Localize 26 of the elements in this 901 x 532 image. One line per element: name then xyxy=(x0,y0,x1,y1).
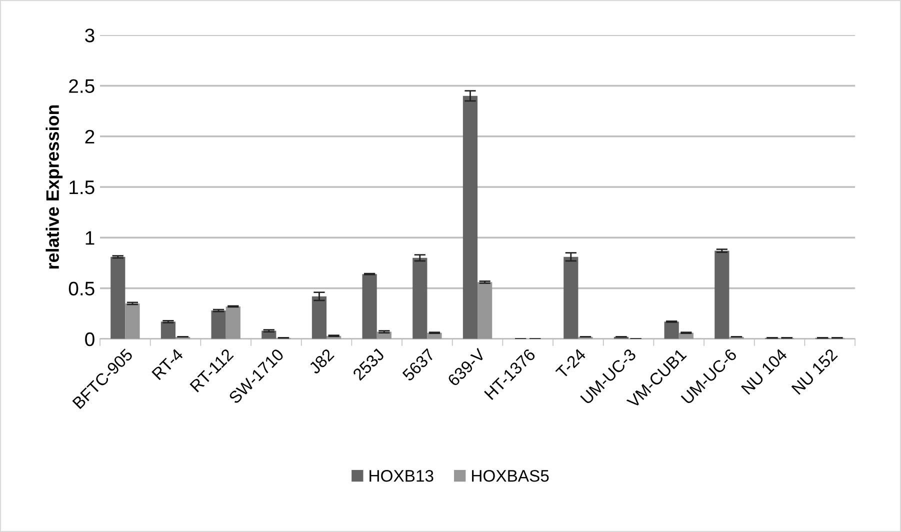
bar xyxy=(478,282,492,339)
y-tick-label: 1 xyxy=(86,231,94,245)
y-tick-label: 1.5 xyxy=(70,180,94,194)
x-tick-label: J82 xyxy=(308,348,335,375)
y-tick-label: 2 xyxy=(85,130,94,144)
bar xyxy=(362,274,377,339)
bar xyxy=(714,250,730,339)
bar xyxy=(312,296,327,339)
y-axis-title: relative Expression xyxy=(46,105,63,269)
bar xyxy=(110,256,126,339)
y-tick-label: 0.5 xyxy=(68,282,94,296)
bar xyxy=(664,322,679,339)
legend-label: HOXB13 xyxy=(370,470,434,482)
bar xyxy=(226,306,240,339)
bar xyxy=(125,303,140,339)
bar xyxy=(462,96,478,339)
y-tick-label: 3 xyxy=(85,28,94,42)
x-tick-label: NU 152 xyxy=(791,348,838,395)
legend-label: HOXBAS5 xyxy=(472,470,549,482)
y-tick-label: 2.5 xyxy=(69,79,94,93)
x-tick-label: NU 104 xyxy=(740,348,788,395)
bar xyxy=(160,322,176,339)
y-tick-label: 0 xyxy=(85,332,94,346)
bar xyxy=(211,310,226,339)
bar xyxy=(412,258,428,339)
bar xyxy=(564,256,578,339)
